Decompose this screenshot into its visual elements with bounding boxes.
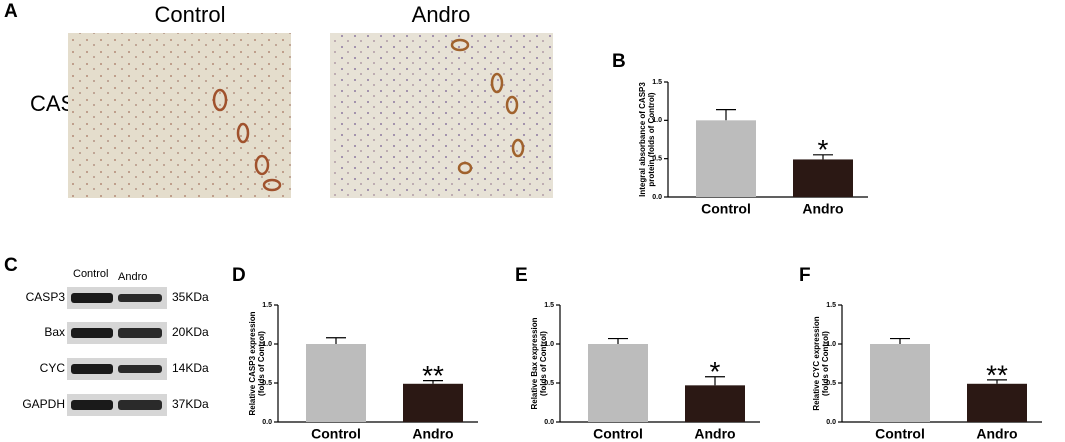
bar: [696, 120, 756, 197]
y-axis-label: (folds of Control): [539, 331, 548, 396]
y-axis-label: (folds of Control): [821, 331, 830, 396]
y-tick-label: 0.0: [262, 419, 272, 426]
chart: B 0.0 0.5 1.0 1.5 Integral absorbance of CASP…: [612, 51, 868, 217]
blot-band: [71, 328, 113, 338]
blot-strip: [67, 287, 167, 309]
y-tick-label: 0.5: [652, 156, 662, 163]
stain-marks: [212, 88, 282, 192]
y-tick-label: 0.0: [652, 194, 662, 201]
significance-mark: *: [818, 134, 829, 165]
y-axis-label: Relative CYC expression: [812, 316, 821, 410]
bar: [967, 383, 1027, 422]
bar: [870, 344, 930, 422]
stain-marks: [450, 38, 525, 175]
blot-band: [71, 364, 113, 374]
x-tick-label: Andro: [694, 426, 735, 442]
y-tick-label: 0.0: [826, 419, 836, 426]
blot-band: [118, 294, 162, 302]
y-tick-label: 0.5: [262, 380, 272, 387]
protein-label: GAPDH: [22, 397, 65, 411]
band-size: 14KDa: [172, 361, 209, 375]
lane-label: Andro: [118, 271, 147, 283]
bar: [793, 159, 853, 197]
y-tick-label: 1.0: [544, 341, 554, 348]
chart: D 0.0 0.5 1.0 1.5 Relative CASP3 expression (f…: [232, 265, 478, 442]
blot-strip: [67, 358, 167, 380]
y-tick-label: 0.5: [544, 380, 554, 387]
x-tick-label: Control: [311, 426, 361, 442]
blot-band: [118, 400, 162, 410]
histology-image: [68, 33, 291, 198]
y-tick-label: 1.5: [262, 302, 272, 309]
y-tick-label: 1.0: [652, 117, 662, 124]
bar: [306, 344, 366, 422]
blot-band: [71, 400, 113, 410]
histology-image: [330, 33, 553, 198]
y-tick-label: 1.5: [826, 302, 836, 309]
blot-strip: [67, 322, 167, 344]
x-tick-label: Andro: [802, 201, 843, 217]
image-title: Andro: [412, 2, 471, 27]
panel-letter: A: [4, 1, 18, 22]
significance-mark: **: [422, 360, 444, 391]
panel-letter: B: [612, 51, 626, 72]
y-axis-label: Integral absorbance of CASP3: [638, 82, 647, 197]
y-tick-label: 0.5: [826, 380, 836, 387]
panel-letter: C: [4, 255, 18, 276]
band-size: 20KDa: [172, 325, 209, 339]
y-tick-label: 1.0: [262, 341, 272, 348]
x-tick-label: Control: [875, 426, 925, 442]
x-tick-label: Andro: [976, 426, 1017, 442]
y-axis-label: protein (folds of Control): [647, 92, 656, 187]
y-axis-label: Relative Bax expression: [530, 317, 539, 409]
band-size: 35KDa: [172, 290, 209, 304]
protein-label: Bax: [44, 325, 65, 339]
lane-label: Control: [73, 268, 108, 280]
y-tick-label: 1.5: [652, 79, 662, 86]
panel-letter: D: [232, 265, 246, 286]
panel-letter: F: [799, 265, 811, 286]
blot-band: [118, 365, 162, 373]
bar: [588, 344, 648, 422]
x-tick-label: Control: [701, 201, 751, 217]
blot-band: [118, 328, 162, 338]
y-axis-label: Relative CASP3 expression: [248, 311, 257, 415]
y-tick-label: 1.0: [826, 341, 836, 348]
y-tick-label: 1.5: [544, 302, 554, 309]
blot-strip: [67, 394, 167, 416]
panel-letter: E: [515, 265, 528, 286]
significance-mark: **: [986, 359, 1008, 390]
y-axis-label: (folds of Control): [257, 331, 266, 396]
chart: E 0.0 0.5 1.0 1.5 Relative Bax expression (fol…: [515, 265, 760, 442]
band-size: 37KDa: [172, 397, 209, 411]
bar: [685, 385, 745, 422]
x-tick-label: Andro: [412, 426, 453, 442]
protein-label: CYC: [40, 361, 66, 375]
protein-label: CASP3: [26, 290, 66, 304]
bar: [403, 383, 463, 422]
image-title: Control: [155, 2, 226, 27]
x-tick-label: Control: [593, 426, 643, 442]
significance-mark: *: [710, 356, 721, 387]
chart: F 0.0 0.5 1.0 1.5 Relative CYC expression (fol…: [799, 265, 1042, 442]
y-tick-label: 0.0: [544, 419, 554, 426]
blot-band: [71, 293, 113, 303]
